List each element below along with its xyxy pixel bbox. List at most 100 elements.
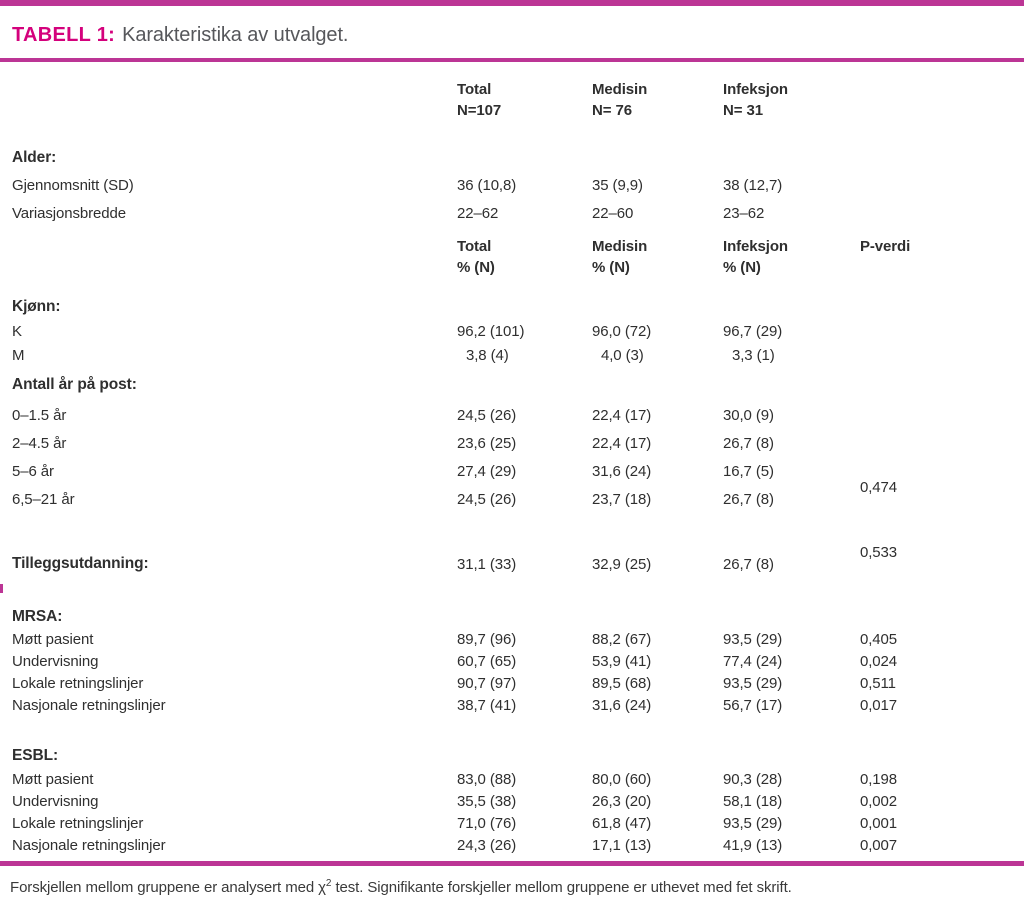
- table-footnote: Forskjellen mellom gruppene er analysert…: [10, 875, 1024, 896]
- row-label: 2–4.5 år: [12, 434, 67, 452]
- cell-p: 0,024: [860, 652, 898, 670]
- cell-medisin: 88,2 (67): [592, 630, 652, 648]
- row-label: Lokale retningslinjer: [12, 674, 144, 692]
- cell-medisin: 23,7 (18): [592, 490, 652, 508]
- cell-medisin: 89,5 (68): [592, 674, 652, 692]
- cell-infeksjon: 30,0 (9): [723, 406, 774, 424]
- header-p-verdi-name: P-verdi: [860, 238, 911, 255]
- header-medisin-name: Medisin: [592, 238, 648, 255]
- row-label: Undervisning: [12, 792, 99, 810]
- cell-p: 0,533: [860, 543, 898, 561]
- cell-infeksjon: 93,5 (29): [723, 814, 783, 832]
- header-p-verdi: P-verdi: [860, 236, 1024, 257]
- cell-medisin: 22,4 (17): [592, 406, 652, 424]
- column-header-row-n: Total N=107 Medisin N= 76 Infeksjon N= 3…: [0, 79, 1024, 123]
- cell-medisin: 22–60: [592, 204, 634, 222]
- section-heading-mrsa: MRSA:: [12, 608, 63, 625]
- table-row: Nasjonale retningslinjer 38,7 (41) 31,6 …: [0, 694, 1024, 716]
- cell-infeksjon: 56,7 (17): [723, 696, 783, 714]
- cell-medisin: 22,4 (17): [592, 434, 652, 452]
- cell-infeksjon: 93,5 (29): [723, 674, 783, 692]
- cell-total: 24,3 (26): [457, 836, 517, 854]
- header-medisin-n: N= 76: [592, 102, 632, 119]
- cell-total: 24,5 (26): [457, 490, 517, 508]
- bottom-accent-rule: [0, 861, 1024, 866]
- header-infeksjon-name: Infeksjon: [723, 81, 788, 98]
- header-infeksjon-pct: Infeksjon % (N): [723, 236, 860, 278]
- row-label: Nasjonale retningslinjer: [12, 836, 166, 854]
- cell-p: 0,511: [860, 674, 896, 692]
- table-row: Undervisning 60,7 (65) 53,9 (41) 77,4 (2…: [0, 650, 1024, 672]
- header-total-pct: Total % (N): [457, 236, 592, 278]
- section-heading-kjonn: Kjønn:: [12, 298, 61, 315]
- title-accent-rule: [0, 58, 1024, 62]
- header-medisin-name: Medisin: [592, 81, 648, 98]
- section-heading-tilleggsutdanning: Tilleggsutdanning:: [12, 555, 149, 572]
- header-infeksjon-name: Infeksjon: [723, 238, 788, 255]
- cell-p: 0,007: [860, 836, 898, 854]
- section-esbl-rows: Møtt pasient 83,0 (88) 80,0 (60) 90,3 (2…: [0, 768, 1024, 856]
- table-row: 6,5–21 år 24,5 (26) 23,7 (18) 26,7 (8) 0…: [0, 479, 1024, 513]
- cell-infeksjon: 26,7 (8): [723, 434, 774, 452]
- column-header-row-pct: Total % (N) Medisin % (N) Infeksjon % (N…: [0, 236, 1024, 280]
- table-row: Lokale retningslinjer 90,7 (97) 89,5 (68…: [0, 672, 1024, 694]
- row-label: Variasjonsbredde: [12, 204, 127, 222]
- row-label: Møtt pasient: [12, 630, 94, 648]
- cell-medisin: 32,9 (25): [592, 555, 652, 573]
- section-heading-esbl: ESBL:: [12, 747, 59, 764]
- section-kjonn-rows: K 96,2 (101) 96,0 (72) 96,7 (29) M 3,8 (…: [0, 319, 1024, 367]
- cell-medisin: 4,0 (3): [601, 346, 644, 364]
- table-title-text: Karakteristika av utvalget.: [122, 24, 349, 46]
- cell-medisin: 17,1 (13): [592, 836, 652, 854]
- section-tilleggsutdanning-row: Tilleggsutdanning: 31,1 (33) 32,9 (25) 2…: [0, 544, 1024, 573]
- cell-p: 0,017: [860, 696, 898, 714]
- row-label: 6,5–21 år: [12, 490, 75, 508]
- cell-infeksjon: 41,9 (13): [723, 836, 783, 854]
- header-medisin-pct: Medisin % (N): [592, 236, 723, 278]
- row-label: Nasjonale retningslinjer: [12, 696, 166, 714]
- cell-total: 31,1 (33): [457, 555, 517, 573]
- table-title: TABELL 1: Karakteristika av utvalget.: [12, 23, 1024, 47]
- cell-total: 96,2 (101): [457, 322, 525, 340]
- stray-accent-mark: [0, 584, 3, 593]
- cell-medisin: 35 (9,9): [592, 176, 643, 194]
- header-medisin-pct-sub: % (N): [592, 259, 630, 276]
- cell-total: 22–62: [457, 204, 499, 222]
- table-row: Nasjonale retningslinjer 24,3 (26) 17,1 …: [0, 834, 1024, 856]
- cell-infeksjon: 38 (12,7): [723, 176, 783, 194]
- cell-total: 71,0 (76): [457, 814, 517, 832]
- table-row: K 96,2 (101) 96,0 (72) 96,7 (29): [0, 319, 1024, 343]
- row-label: 0–1.5 år: [12, 406, 67, 424]
- cell-p: 0,001: [860, 814, 898, 832]
- cell-infeksjon: 58,1 (18): [723, 792, 783, 810]
- cell-infeksjon: 93,5 (29): [723, 630, 783, 648]
- cell-medisin: 80,0 (60): [592, 770, 652, 788]
- section-heading-alder: Alder:: [12, 149, 57, 166]
- cell-total: 3,8 (4): [466, 346, 509, 364]
- table-row: Variasjonsbredde 22–62 22–60 23–62: [0, 199, 1024, 227]
- section-antall-ar-rows: 0–1.5 år 24,5 (26) 22,4 (17) 30,0 (9) 2–…: [0, 401, 1024, 513]
- footnote-text-pre: Forskjellen mellom gruppene er analysert…: [10, 879, 326, 896]
- header-total: Total N=107: [457, 79, 592, 121]
- header-total-pct-sub: % (N): [457, 259, 495, 276]
- header-total-name: Total: [457, 81, 492, 98]
- cell-medisin: 26,3 (20): [592, 792, 652, 810]
- cell-total: 89,7 (96): [457, 630, 517, 648]
- row-label: Lokale retningslinjer: [12, 814, 144, 832]
- cell-p: 0,198: [860, 770, 898, 788]
- cell-p: 0,002: [860, 792, 898, 810]
- header-infeksjon: Infeksjon N= 31: [723, 79, 860, 121]
- header-infeksjon-n: N= 31: [723, 102, 763, 119]
- cell-total: 27,4 (29): [457, 462, 517, 480]
- cell-infeksjon: 26,7 (8): [723, 555, 774, 573]
- cell-total: 90,7 (97): [457, 674, 517, 692]
- cell-infeksjon: 96,7 (29): [723, 322, 783, 340]
- table-row: Lokale retningslinjer 71,0 (76) 61,8 (47…: [0, 812, 1024, 834]
- row-label: M: [12, 346, 25, 364]
- table-row: 5–6 år 27,4 (29) 31,6 (24) 16,7 (5): [0, 457, 1024, 485]
- header-infeksjon-pct-sub: % (N): [723, 259, 761, 276]
- section-heading-antall-ar: Antall år på post:: [12, 376, 137, 393]
- chi-squared-superscript: 2: [325, 878, 332, 889]
- cell-infeksjon: 26,7 (8): [723, 490, 774, 508]
